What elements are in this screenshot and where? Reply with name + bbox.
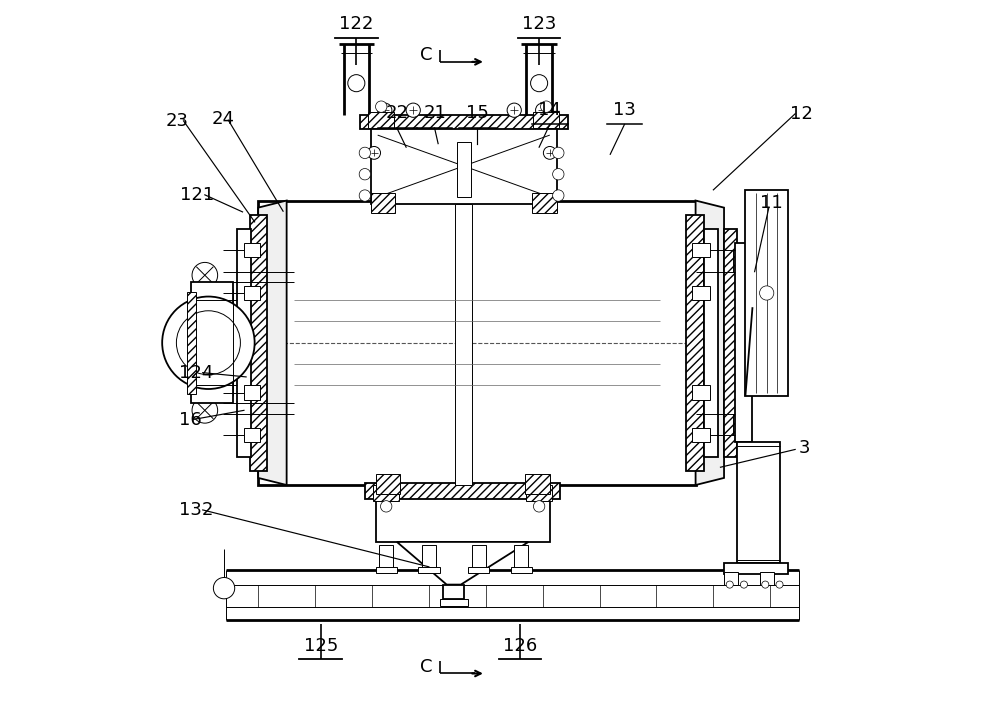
Circle shape (553, 169, 564, 180)
Bar (760, 572, 774, 585)
Bar (376, 485, 550, 542)
Bar (368, 112, 394, 128)
Circle shape (740, 581, 748, 588)
Circle shape (531, 75, 548, 91)
Text: 125: 125 (304, 637, 338, 655)
Bar (472, 545, 486, 570)
Circle shape (359, 169, 371, 180)
Circle shape (213, 578, 235, 599)
Text: 15: 15 (466, 104, 489, 122)
Circle shape (762, 581, 769, 588)
Circle shape (348, 75, 365, 91)
Bar (440, 599, 468, 606)
Circle shape (359, 147, 371, 159)
Bar (532, 193, 557, 213)
Text: 16: 16 (179, 411, 201, 428)
Circle shape (378, 103, 392, 117)
Circle shape (533, 501, 545, 512)
Text: C: C (420, 658, 432, 676)
Circle shape (376, 101, 387, 112)
Circle shape (726, 581, 733, 588)
Text: 12: 12 (790, 105, 813, 123)
Bar (244, 286, 260, 300)
Bar (379, 545, 393, 570)
Text: 132: 132 (179, 501, 213, 519)
Bar (360, 115, 568, 129)
Circle shape (192, 398, 218, 423)
Circle shape (507, 103, 521, 117)
Text: 123: 123 (522, 16, 556, 34)
Bar (735, 243, 752, 443)
Bar (187, 291, 196, 394)
Bar (686, 215, 704, 471)
Text: 126: 126 (503, 637, 537, 655)
Bar (692, 243, 710, 258)
Circle shape (553, 190, 564, 201)
Circle shape (192, 263, 218, 288)
Circle shape (543, 146, 556, 159)
Circle shape (368, 146, 381, 159)
Text: 14: 14 (538, 101, 561, 119)
Bar (457, 142, 471, 197)
Text: 121: 121 (180, 186, 214, 203)
Text: 21: 21 (423, 104, 446, 122)
Bar (692, 286, 710, 300)
Bar (526, 485, 552, 501)
Bar (692, 386, 710, 400)
Bar (244, 386, 260, 400)
Bar (533, 112, 559, 128)
Circle shape (541, 101, 552, 112)
Polygon shape (397, 542, 528, 585)
Bar (244, 428, 260, 443)
Text: 23: 23 (166, 112, 189, 130)
Text: 124: 124 (179, 363, 213, 382)
Circle shape (359, 190, 371, 201)
Bar (244, 243, 260, 258)
Text: 11: 11 (760, 193, 782, 211)
Circle shape (176, 311, 240, 375)
Bar (371, 193, 395, 213)
Bar (724, 229, 737, 456)
Bar (373, 485, 399, 501)
Text: 13: 13 (613, 101, 636, 119)
Bar (191, 282, 233, 403)
Bar (468, 567, 489, 573)
Polygon shape (696, 201, 724, 485)
Bar (692, 428, 710, 443)
Bar (422, 545, 436, 570)
Bar (250, 215, 267, 471)
Bar (737, 443, 780, 563)
Bar (525, 474, 550, 494)
Bar (724, 563, 788, 574)
Bar (376, 474, 400, 494)
Bar (514, 545, 528, 570)
Circle shape (553, 147, 564, 159)
Bar (443, 585, 464, 599)
Text: 122: 122 (339, 16, 374, 34)
Bar (237, 229, 251, 456)
Text: 22: 22 (385, 104, 408, 122)
Polygon shape (258, 201, 287, 485)
Text: 24: 24 (212, 110, 235, 128)
Circle shape (776, 581, 783, 588)
Circle shape (162, 296, 255, 389)
Bar (376, 567, 397, 573)
Bar (371, 128, 557, 204)
Bar (704, 229, 718, 456)
Bar (365, 483, 560, 498)
Text: C: C (420, 46, 432, 64)
Bar (455, 204, 472, 485)
Bar (418, 567, 440, 573)
Bar (258, 201, 696, 485)
Bar (745, 190, 788, 396)
Text: 3: 3 (799, 439, 810, 457)
Circle shape (406, 103, 420, 117)
Bar (511, 567, 532, 573)
Bar (724, 572, 738, 585)
Circle shape (760, 286, 774, 300)
Circle shape (381, 501, 392, 512)
Circle shape (536, 103, 550, 117)
